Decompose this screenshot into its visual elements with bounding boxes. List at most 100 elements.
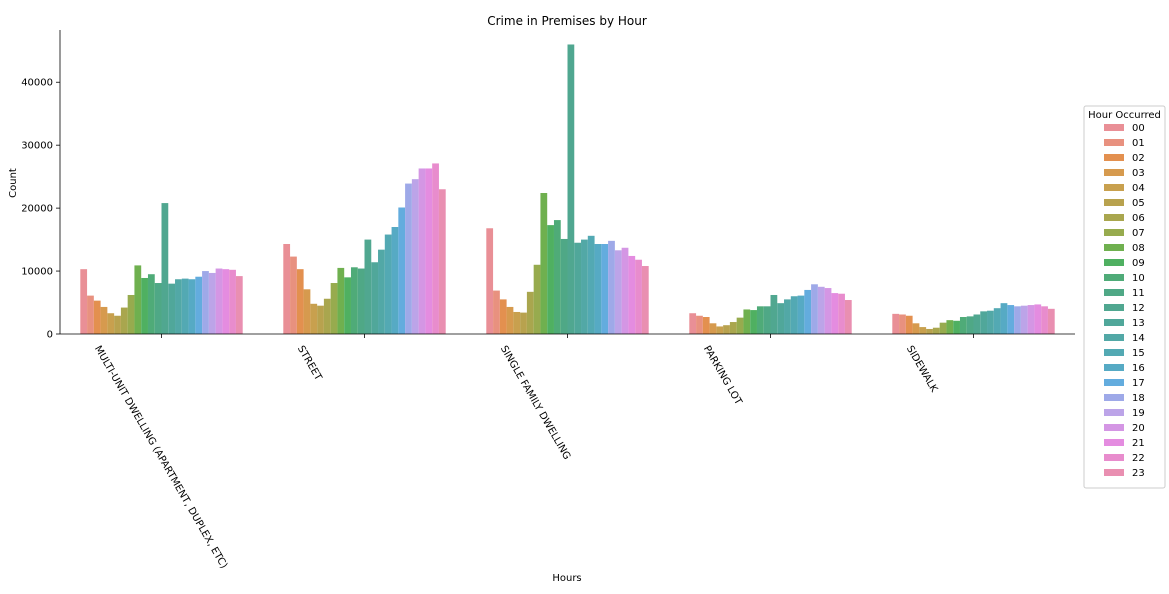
bar-19-cat0 <box>208 272 216 334</box>
legend-label-05: 05 <box>1132 198 1145 209</box>
bar-21-cat3 <box>831 293 839 334</box>
bar-07-cat4 <box>939 322 947 334</box>
bar-08-cat1 <box>337 267 345 334</box>
legend-swatch-20 <box>1104 424 1124 431</box>
legend-swatch-02 <box>1104 154 1124 161</box>
legend-swatch-16 <box>1104 364 1124 371</box>
legend-label-15: 15 <box>1132 348 1145 359</box>
legend-swatch-23 <box>1104 469 1124 476</box>
bar-23-cat2 <box>641 266 649 334</box>
bar-19-cat3 <box>817 286 825 334</box>
bar-17-cat0 <box>195 276 203 334</box>
bar-06-cat3 <box>729 322 737 334</box>
bar-22-cat4 <box>1041 306 1048 334</box>
bar-11-cat4 <box>966 316 974 334</box>
legend-title: Hour Occurred <box>1088 110 1161 121</box>
bar-04-cat2 <box>513 311 521 334</box>
bar-15-cat4 <box>993 308 1001 334</box>
bar-13-cat4 <box>980 311 988 334</box>
bar-07-cat0 <box>127 294 135 334</box>
bar-19-cat4 <box>1020 305 1028 334</box>
bar-01-cat4 <box>899 314 906 334</box>
legend-label-20: 20 <box>1132 423 1145 434</box>
bar-20-cat0 <box>215 268 223 334</box>
bar-21-cat0 <box>222 269 230 334</box>
legend-label-18: 18 <box>1132 393 1145 404</box>
legend-label-09: 09 <box>1132 258 1145 269</box>
bar-13-cat2 <box>574 242 582 334</box>
bar-05-cat3 <box>723 325 730 334</box>
bar-19-cat2 <box>614 250 622 334</box>
legend-label-17: 17 <box>1132 378 1145 389</box>
bar-07-cat1 <box>330 283 338 334</box>
bar-11-cat1 <box>357 268 365 334</box>
bar-21-cat4 <box>1034 304 1042 334</box>
bar-02-cat4 <box>905 315 913 334</box>
x-tick-label: STREET <box>295 344 324 383</box>
bar-09-cat1 <box>344 277 351 334</box>
legend-swatch-09 <box>1104 259 1124 266</box>
y-tick-label: 10000 <box>21 267 53 278</box>
bar-16-cat2 <box>594 244 602 334</box>
bar-22-cat2 <box>635 259 642 334</box>
bar-07-cat2 <box>533 264 541 334</box>
bar-03-cat2 <box>506 306 514 334</box>
legend-label-02: 02 <box>1132 153 1145 164</box>
bar-23-cat3 <box>844 300 852 334</box>
bar-11-cat2 <box>560 238 568 334</box>
bar-22-cat1 <box>432 163 439 334</box>
bar-02-cat3 <box>702 317 710 334</box>
bar-20-cat1 <box>418 168 426 334</box>
bar-21-cat2 <box>628 255 636 334</box>
bar-18-cat2 <box>608 240 615 334</box>
bar-02-cat0 <box>93 300 101 334</box>
bar-04-cat0 <box>107 313 115 334</box>
y-tick-label: 30000 <box>21 141 53 152</box>
bar-08-cat3 <box>743 309 751 334</box>
bar-14-cat0 <box>175 279 182 334</box>
bar-01-cat3 <box>696 315 703 334</box>
bar-16-cat4 <box>1000 303 1008 334</box>
legend-swatch-15 <box>1104 349 1124 356</box>
legend-swatch-21 <box>1104 439 1124 446</box>
bar-01-cat2 <box>493 290 500 334</box>
legend-label-03: 03 <box>1132 168 1145 179</box>
legend-swatch-04 <box>1104 184 1124 191</box>
x-tick-label: PARKING LOT <box>701 344 744 408</box>
bar-03-cat3 <box>709 323 717 334</box>
legend-swatch-00 <box>1104 124 1124 131</box>
bar-23-cat1 <box>438 189 446 334</box>
bar-00-cat2 <box>486 228 494 334</box>
legend-label-16: 16 <box>1132 363 1145 374</box>
bar-10-cat0 <box>147 274 155 334</box>
bar-16-cat0 <box>188 279 196 334</box>
bar-12-cat4 <box>973 314 981 334</box>
legend-label-08: 08 <box>1132 243 1145 254</box>
bar-15-cat3 <box>790 296 798 334</box>
bar-16-cat3 <box>797 295 805 334</box>
legend-frame <box>1083 105 1166 489</box>
bar-10-cat3 <box>756 306 764 334</box>
y-axis-label: Count <box>8 168 19 198</box>
y-tick-label: 20000 <box>21 204 53 215</box>
bar-06-cat1 <box>323 298 331 334</box>
bar-13-cat0 <box>168 283 176 334</box>
legend-label-21: 21 <box>1132 438 1145 449</box>
legend-label-01: 01 <box>1132 138 1145 149</box>
bar-09-cat2 <box>547 225 554 334</box>
legend-label-00: 00 <box>1132 123 1145 134</box>
bar-01-cat0 <box>87 295 94 334</box>
bar-12-cat0 <box>161 203 169 334</box>
legend-swatch-05 <box>1104 199 1124 206</box>
bar-20-cat4 <box>1027 305 1035 334</box>
bar-03-cat1 <box>303 289 311 334</box>
bar-04-cat1 <box>310 303 318 334</box>
legend-label-11: 11 <box>1132 288 1145 299</box>
bar-05-cat4 <box>926 328 933 334</box>
legend-swatch-01 <box>1104 139 1124 146</box>
legend-swatch-19 <box>1104 409 1124 416</box>
bar-13-cat1 <box>371 262 379 334</box>
legend-swatch-06 <box>1104 214 1124 221</box>
bar-22-cat3 <box>838 293 845 334</box>
